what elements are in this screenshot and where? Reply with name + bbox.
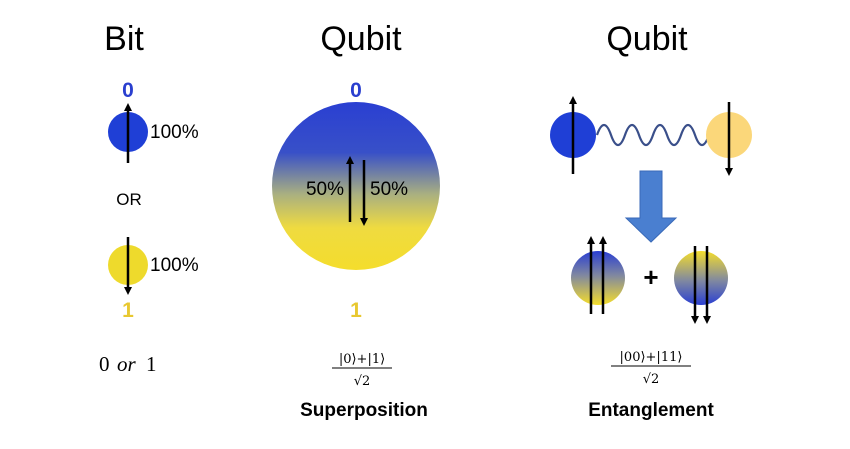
- superposition-up-percent: 50%: [306, 179, 344, 200]
- entanglement-formula-numerator: |00⟩+|11⟩: [620, 350, 683, 365]
- superposition-formula-numerator: |0⟩+|1⟩: [339, 352, 385, 367]
- superposition-down-percent: 50%: [370, 179, 408, 200]
- superposition-formula: |0⟩+|1⟩ √2: [332, 352, 392, 389]
- entanglement-wave: [595, 123, 711, 147]
- bit-zero-percent: 100%: [150, 122, 199, 143]
- bit-one-label: 1: [122, 299, 134, 322]
- bit-title: Bit: [104, 20, 144, 58]
- bit-caption-one: 1: [146, 352, 157, 376]
- superposition-one-label: 1: [350, 299, 362, 322]
- plus-sign: +: [643, 262, 658, 292]
- qubit-superposition-title: Qubit: [320, 20, 402, 58]
- bit-zero-label: 0: [122, 79, 134, 102]
- bit-caption: 0 or 1: [99, 352, 157, 376]
- entanglement-caption: Entanglement: [588, 400, 714, 421]
- entanglement-formula: |00⟩+|11⟩ √2: [611, 350, 691, 387]
- entangled-up-up-sphere: [571, 251, 625, 305]
- superposition-zero-label: 0: [350, 79, 362, 102]
- qubit-entanglement-title: Qubit: [606, 20, 688, 58]
- transition-arrow: [624, 170, 678, 243]
- bit-or-label: OR: [116, 190, 142, 209]
- bit-caption-zero: 0: [99, 352, 110, 376]
- bit-caption-or: or: [117, 352, 137, 376]
- superposition-sphere: [272, 102, 440, 270]
- entanglement-formula-denominator: √2: [643, 372, 660, 387]
- superposition-caption: Superposition: [300, 400, 428, 421]
- superposition-formula-denominator: √2: [354, 374, 371, 389]
- bit-one-percent: 100%: [150, 255, 199, 276]
- entangled-down-down-sphere: [674, 251, 728, 305]
